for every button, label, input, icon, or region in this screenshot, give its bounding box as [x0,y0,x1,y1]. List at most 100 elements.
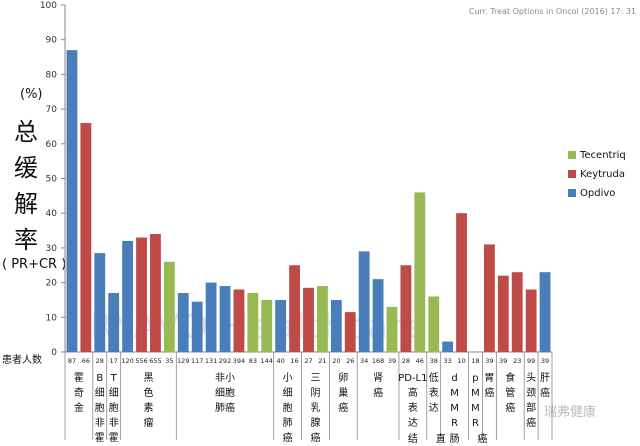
category-bottom-char: 癌 [477,432,487,445]
legend-swatch [568,189,576,197]
patient-count-label: 39 [388,357,396,365]
bar-keytruda [400,265,412,352]
category-label-char: 颈 [526,387,536,399]
category-label-char: 低 [429,371,439,384]
category-label-char: p [472,373,478,384]
patient-count-label: 34 [360,357,368,365]
bar-keytruda [289,265,301,352]
category-label-char: 癌 [540,386,550,399]
bar-tecentriq [414,192,426,352]
bar-opdivo [94,253,106,352]
y-axis-title-char: 率 [14,226,38,254]
category-labels: 霍奇金B细胞非霍T细胞非霍黑色素瘤非小细胞肺癌小细胞肺癌三阴乳腺癌卵巢癌肾癌PD… [64,352,553,445]
category-label-char: M [450,388,459,399]
bar-tecentriq [316,286,328,352]
category-label-char: 表 [429,386,439,399]
bar-tecentriq [428,296,440,352]
category-label-char: 细 [283,386,293,399]
bar-keytruda [150,234,161,352]
category-label-char: 细 [109,386,119,399]
category-label-char: R [472,418,479,429]
category-bottom-char: 肠 [450,433,460,445]
category-label-char: 非小 [215,372,235,384]
category-label-char: 巢 [338,386,348,399]
patient-count-label: 66 [82,357,90,365]
bar-keytruda [233,289,245,352]
category-label-char: 癌 [484,386,494,399]
bar-opdivo [122,240,134,352]
category-label-char: 金 [74,401,84,414]
patient-count-label: 23 [513,357,521,365]
category-label-char: B [96,373,103,384]
category-label-char: 肾 [373,372,383,384]
patient-count-label: 394 [233,357,245,365]
bars [66,50,551,353]
patient-count-label: 20 [332,357,340,365]
y-axis-title-char: 缓 [14,154,38,182]
category-label-char: 胞 [283,402,293,414]
patient-count-label: 129 [177,357,189,365]
y-tick-label: 30 [46,244,58,254]
y-tick-label: 100 [40,1,57,11]
category-label-char: 霍 [109,432,119,444]
category-label-char: 胞 [95,402,105,414]
category-label-char: 腺 [310,416,320,429]
category-label-char: 非 [95,417,105,429]
patient-count-label: 28 [96,357,104,365]
bar-opdivo [539,272,551,352]
patient-count-label: 28 [402,357,410,365]
legend-swatch [568,170,576,178]
patient-count-label: 83 [249,357,257,365]
patient-count-label: 26 [346,357,354,365]
watermark-corner: 瑞弗健康 [544,404,596,420]
y-axis-sub: ( PR+CR ) [2,257,66,272]
category-label-char: T [110,373,118,384]
y-axis-title-char: 总 [14,118,38,146]
category-label-char: 达 [429,402,439,414]
bar-opdivo [108,293,120,352]
category-label-char: 胃 [484,372,494,384]
patient-count-label: 292 [219,357,231,365]
category-label-char: 肺 [283,417,293,429]
patient-count-label: 46 [416,357,424,365]
category-label-char: 癌 [505,401,515,414]
patient-count-label: 131 [205,357,217,365]
category-label-char: 细 [95,386,105,399]
category-label-char: 表 [408,401,418,414]
y-unit-label: (%) [20,87,43,102]
bar-tecentriq [261,299,273,352]
category-label-char: M [471,403,480,414]
category-label-char: 霍 [95,432,105,444]
patient-count-label: 33 [443,357,451,365]
legend-swatch [568,151,576,159]
bar-keytruda [483,244,495,352]
bar-opdivo [372,279,384,352]
category-label-char: 阴 [310,387,320,399]
patient-count-label: 144 [261,357,273,365]
category-label-char: 部 [526,401,536,414]
patient-count-label: 117 [191,357,203,365]
bar-opdivo [66,50,78,353]
patient-count-label: 16 [290,357,298,365]
category-label-char: M [450,403,459,414]
bar-opdivo [358,251,370,352]
category-label-char: 非 [109,417,119,429]
patient-count-label: 10 [457,357,465,365]
category-label-char: R [451,418,458,429]
bar-opdivo [442,341,454,352]
bar-keytruda [344,312,356,352]
patient-count-label: 39 [541,357,549,365]
category-label-char: 达 [408,417,418,429]
bar-keytruda [525,289,537,352]
category-label-char: 霍 [74,372,84,384]
bar-opdivo [219,286,231,352]
category-bottom-char: 结 [408,432,418,445]
category-label-char: 癌 [283,431,293,444]
category-label-char: 肺癌 [215,401,235,414]
y-tick-label: 10 [46,313,58,323]
category-bottom-char: 直 [436,432,446,445]
bar-tecentriq [386,306,398,352]
bar-opdivo [205,282,217,352]
bar-keytruda [303,287,314,352]
